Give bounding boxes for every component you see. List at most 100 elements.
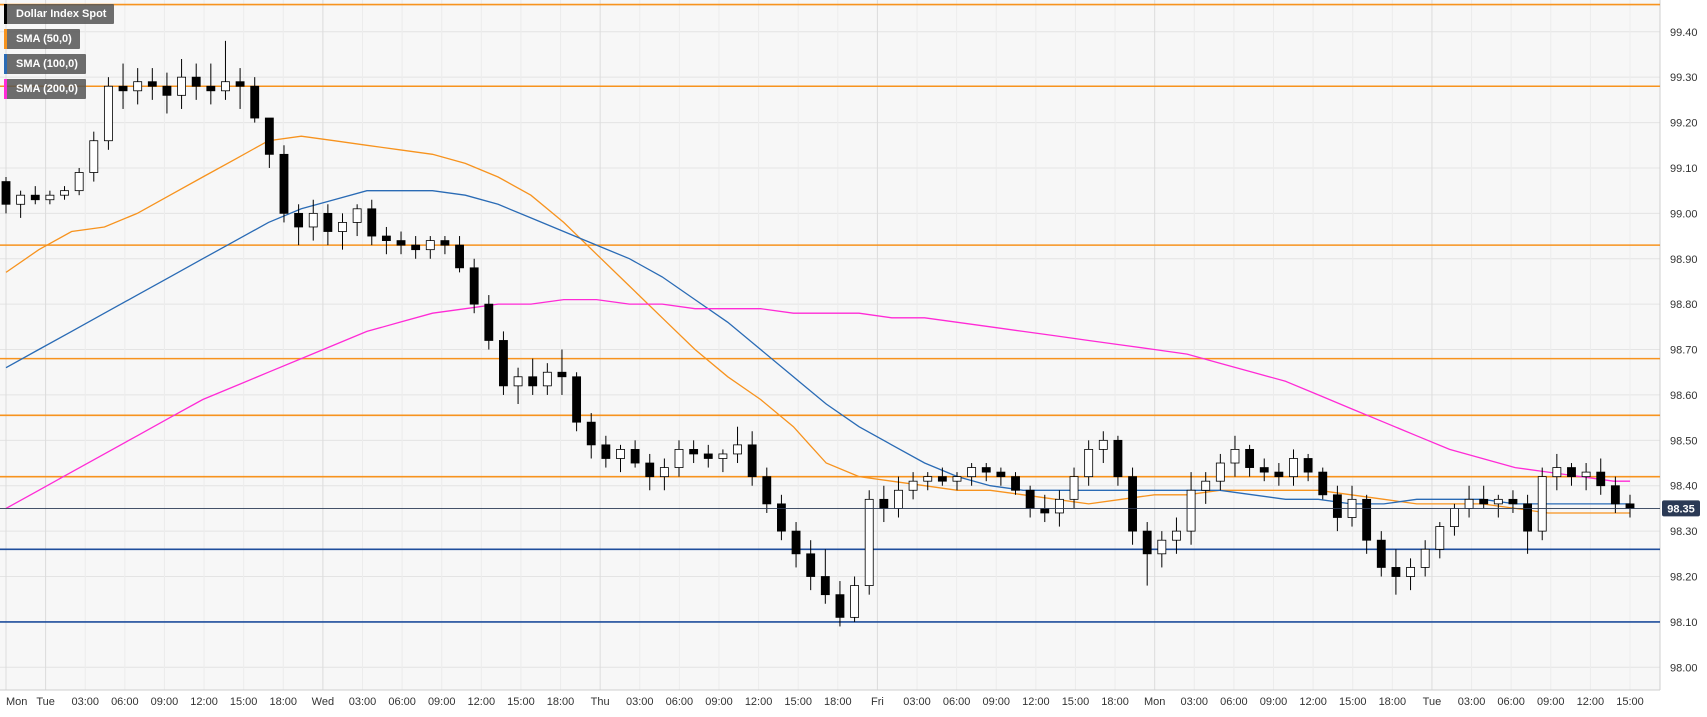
- candle[interactable]: [177, 59, 186, 109]
- candle[interactable]: [1289, 449, 1298, 486]
- candle[interactable]: [16, 190, 26, 218]
- candle[interactable]: [1274, 463, 1284, 486]
- candle[interactable]: [1215, 453, 1225, 491]
- candle[interactable]: [60, 186, 69, 200]
- candle[interactable]: [206, 63, 216, 105]
- candle[interactable]: [469, 258, 479, 314]
- candle[interactable]: [191, 63, 201, 100]
- candle[interactable]: [133, 68, 143, 105]
- legend-item-sma50[interactable]: SMA (50,0): [4, 29, 80, 49]
- legend-item-sma200[interactable]: SMA (200,0): [4, 79, 86, 99]
- candle[interactable]: [513, 367, 523, 405]
- candle[interactable]: [1230, 435, 1240, 477]
- candle[interactable]: [703, 444, 713, 468]
- candle[interactable]: [484, 295, 494, 350]
- candle[interactable]: [850, 576, 860, 622]
- candle[interactable]: [455, 236, 464, 273]
- candle[interactable]: [542, 363, 552, 395]
- candle[interactable]: [1259, 458, 1269, 482]
- candle[interactable]: [659, 458, 669, 491]
- candle[interactable]: [689, 440, 699, 464]
- candle[interactable]: [630, 440, 640, 468]
- candle[interactable]: [1435, 522, 1445, 559]
- candle[interactable]: [338, 213, 347, 250]
- candle[interactable]: [528, 358, 538, 395]
- candle[interactable]: [572, 372, 582, 432]
- candle[interactable]: [1011, 472, 1020, 495]
- candle[interactable]: [762, 467, 772, 513]
- candle[interactable]: [835, 581, 845, 627]
- candle[interactable]: [45, 190, 55, 205]
- candle[interactable]: [221, 40, 230, 100]
- candle[interactable]: [264, 117, 274, 168]
- candle[interactable]: [1084, 440, 1094, 486]
- candle[interactable]: [1523, 494, 1533, 554]
- candle[interactable]: [1552, 453, 1562, 491]
- candle[interactable]: [981, 463, 991, 482]
- candle[interactable]: [74, 167, 84, 196]
- candle[interactable]: [440, 236, 450, 255]
- candle[interactable]: [1391, 549, 1401, 595]
- candle[interactable]: [586, 413, 596, 459]
- candle[interactable]: [1596, 458, 1606, 495]
- candle[interactable]: [967, 463, 977, 486]
- candle[interactable]: [1493, 494, 1503, 518]
- candle[interactable]: [747, 431, 757, 486]
- candle[interactable]: [1172, 517, 1181, 554]
- candle[interactable]: [499, 331, 508, 395]
- candle[interactable]: [1318, 467, 1328, 500]
- candle[interactable]: [30, 186, 40, 205]
- candle[interactable]: [1362, 494, 1372, 554]
- candle[interactable]: [1420, 540, 1430, 577]
- candle[interactable]: [718, 449, 728, 473]
- legend-item-sma100[interactable]: SMA (100,0): [4, 54, 86, 74]
- candle[interactable]: [1098, 431, 1108, 464]
- candle[interactable]: [279, 145, 289, 223]
- candle[interactable]: [952, 472, 962, 491]
- candle[interactable]: [1376, 531, 1386, 577]
- candle[interactable]: [1610, 476, 1620, 513]
- candle[interactable]: [733, 426, 742, 464]
- candle[interactable]: [352, 204, 362, 237]
- candle[interactable]: [864, 490, 874, 595]
- candle[interactable]: [162, 72, 172, 114]
- candle[interactable]: [923, 472, 933, 491]
- candle[interactable]: [937, 467, 947, 486]
- candle[interactable]: [1303, 453, 1313, 482]
- candle[interactable]: [601, 435, 611, 468]
- candle[interactable]: [1128, 467, 1137, 545]
- candle[interactable]: [777, 494, 786, 541]
- candle[interactable]: [1406, 558, 1415, 591]
- candle[interactable]: [996, 467, 1006, 486]
- candle[interactable]: [908, 472, 918, 500]
- candle[interactable]: [1567, 463, 1576, 486]
- candle[interactable]: [250, 77, 260, 123]
- candle[interactable]: [1201, 472, 1211, 504]
- candle[interactable]: [1581, 463, 1591, 491]
- candle[interactable]: [147, 68, 157, 100]
- candle[interactable]: [1113, 435, 1123, 486]
- legend-item-price[interactable]: Dollar Index Spot: [4, 4, 115, 24]
- candle[interactable]: [1, 177, 11, 214]
- candle[interactable]: [806, 540, 816, 591]
- candle[interactable]: [1479, 485, 1489, 509]
- candle[interactable]: [381, 226, 391, 255]
- candle[interactable]: [89, 131, 99, 182]
- candle[interactable]: [791, 522, 801, 568]
- candle[interactable]: [396, 231, 406, 255]
- candle[interactable]: [645, 453, 655, 491]
- candle[interactable]: [323, 204, 333, 246]
- candle[interactable]: [294, 204, 304, 246]
- candle[interactable]: [1245, 444, 1255, 477]
- candle[interactable]: [820, 549, 830, 604]
- candle[interactable]: [1069, 467, 1079, 509]
- candle[interactable]: [235, 68, 245, 109]
- candle[interactable]: [411, 236, 421, 259]
- candle[interactable]: [1142, 522, 1152, 586]
- candle[interactable]: [367, 199, 377, 246]
- candle[interactable]: [1157, 531, 1167, 568]
- candle[interactable]: [425, 236, 435, 259]
- candle[interactable]: [118, 63, 128, 109]
- candle[interactable]: [674, 440, 684, 477]
